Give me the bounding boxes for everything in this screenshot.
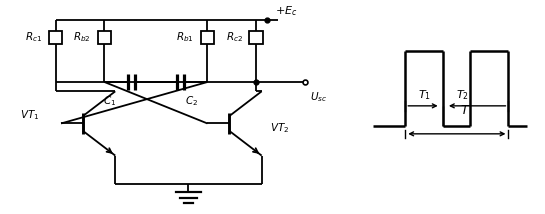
Text: $+E_c$: $+E_c$: [275, 4, 298, 18]
Text: $T_2$: $T_2$: [456, 89, 469, 102]
Text: $R_{c1}$: $R_{c1}$: [25, 31, 42, 44]
Text: $R_{b2}$: $R_{b2}$: [73, 31, 91, 44]
Text: $C_1$: $C_1$: [103, 94, 117, 108]
Bar: [49, 31, 62, 44]
Text: $VT_2$: $VT_2$: [270, 121, 289, 135]
Text: $T_1$: $T_1$: [418, 89, 431, 102]
Bar: [250, 31, 263, 44]
Bar: [98, 31, 111, 44]
Text: $U_{sc}$: $U_{sc}$: [311, 90, 328, 104]
Text: $R_{b1}$: $R_{b1}$: [176, 31, 194, 44]
Text: $C_2$: $C_2$: [185, 94, 198, 108]
Text: $VT_1$: $VT_1$: [20, 108, 40, 122]
Text: $R_{c2}$: $R_{c2}$: [226, 31, 243, 44]
Bar: [201, 31, 214, 44]
Text: $T$: $T$: [460, 104, 470, 117]
